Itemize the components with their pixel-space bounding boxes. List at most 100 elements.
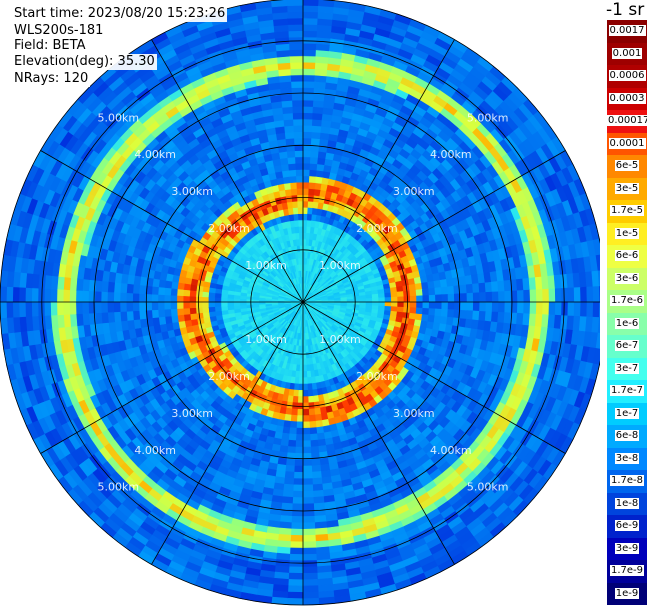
range-gate [302,522,316,530]
range-gate [302,560,318,568]
range-gate [220,297,228,303]
range-gate [189,289,197,297]
range-gate [56,301,64,316]
range-gate [421,288,430,297]
range-gate [365,298,373,303]
range-gate [302,434,311,442]
range-gate [5,301,14,318]
range-gate [415,289,424,297]
range-gate [302,503,315,511]
range-gate [466,292,474,303]
range-gate [529,289,537,303]
range-gate [497,280,506,293]
range-gate [75,277,84,291]
range-gate [214,305,222,312]
range-gate [177,314,185,323]
range-gate [189,312,198,321]
range-gate [282,489,294,498]
range-gate [311,118,323,127]
range-gate [302,105,314,114]
range-gate [390,296,399,303]
range-gate [281,496,294,505]
range-gate [523,301,531,315]
range-gate [302,118,313,126]
range-gate [82,278,90,292]
range-gate [282,483,294,492]
range-gate [309,433,318,442]
range-gate [182,307,191,315]
range-gate [302,572,318,581]
range-gate [586,286,594,303]
range-gate [302,541,317,549]
range-gate [314,68,328,77]
range-gate [284,471,295,479]
range-gate [151,301,159,311]
range-gate [312,489,324,498]
range-gate [293,471,304,480]
range-gate [314,533,329,542]
range-gate [302,4,319,13]
range-gate [176,288,185,297]
range-gate [554,301,563,316]
range-gate [312,106,324,115]
range-gate [397,296,405,303]
range-gate [5,286,14,303]
range-gate [94,290,102,303]
range-gate [177,281,185,290]
range-gate [285,458,296,467]
range-gate [286,597,304,606]
range-gate [288,572,304,581]
range-gate [472,283,480,294]
range-gate [100,291,108,303]
range-gate [302,61,316,70]
range-gate [289,547,304,555]
range-gate [465,310,474,321]
range-gate [311,477,323,486]
range-gate [182,289,191,297]
range-gate [291,503,304,511]
range-gate [106,301,115,313]
range-gate [302,459,312,467]
range-gate [302,137,312,145]
range-gate [62,301,71,315]
range-gate [421,281,429,290]
range-gate [288,566,304,574]
range-gate [292,497,304,505]
range-gate [306,383,313,391]
range-gate [302,188,310,196]
range-gate [132,283,141,294]
range-gate [302,377,308,385]
range-gate [484,311,493,323]
range-gate [12,301,20,318]
range-gate [163,294,171,303]
range-gate [542,301,550,316]
range-gate [459,284,468,295]
range-gate [305,364,311,372]
range-gate [371,297,380,303]
range-gate [302,427,311,435]
range-gate [291,515,304,524]
range-gate [233,301,241,306]
range-gate [226,301,235,307]
range-gate [170,314,179,324]
range-gate [302,597,320,606]
range-gate [100,311,109,324]
range-gate [302,162,311,170]
range-gate [176,307,185,316]
range-gate [302,352,307,360]
range-gate [302,0,320,7]
range-gate [567,287,575,303]
range-gate [113,301,121,313]
range-gate [214,301,222,307]
range-gate [310,137,321,146]
range-gate [308,181,316,190]
range-gate [189,301,197,309]
range-gate [277,533,292,542]
range-gate [390,301,399,308]
range-gate [309,162,318,171]
range-gate [472,301,481,312]
range-gate [466,301,474,312]
range-gate [422,295,430,303]
range-gate [416,301,424,309]
range-gate [294,446,304,454]
